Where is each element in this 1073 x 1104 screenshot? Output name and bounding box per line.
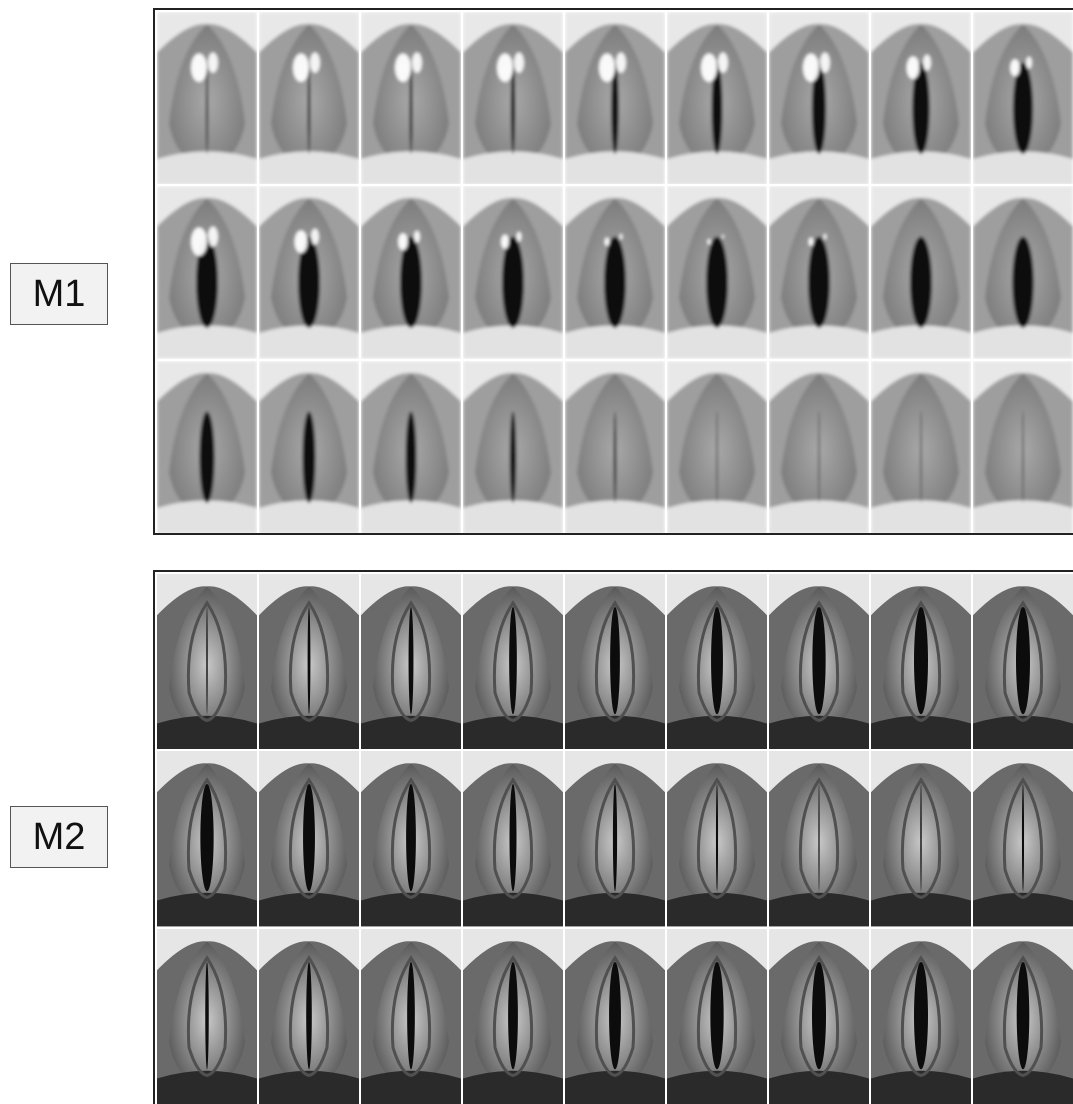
frame-m2-22: [463, 928, 563, 1104]
frame-m1-7: [769, 12, 869, 185]
frame-m1-4: [463, 12, 563, 185]
panel-m1-frames: [153, 8, 1073, 535]
frame-m1-26: [871, 360, 971, 533]
frame-grid-m2: [157, 574, 1073, 1104]
frame-m2-14: [565, 751, 665, 927]
frame-m1-25: [769, 360, 869, 533]
frame-m2-1: [157, 574, 257, 750]
frame-m1-27: [973, 360, 1073, 533]
frame-m2-2: [259, 574, 359, 750]
frame-m1-12: [361, 186, 461, 359]
frame-m1-9: [973, 12, 1073, 185]
frame-m2-5: [565, 574, 665, 750]
frame-m1-1: [157, 12, 257, 185]
frame-m2-21: [361, 928, 461, 1104]
frame-m2-15: [667, 751, 767, 927]
frame-m1-18: [973, 186, 1073, 359]
frame-m2-11: [259, 751, 359, 927]
frame-m2-17: [871, 751, 971, 927]
frame-m1-15: [667, 186, 767, 359]
frame-m1-22: [463, 360, 563, 533]
frame-m2-4: [463, 574, 563, 750]
frame-m2-27: [973, 928, 1073, 1104]
frame-grid-m1: [157, 12, 1073, 533]
frame-m2-26: [871, 928, 971, 1104]
frame-m1-8: [871, 12, 971, 185]
frame-m2-25: [769, 928, 869, 1104]
frame-m1-21: [361, 360, 461, 533]
label-m2: M2: [10, 806, 108, 868]
frame-m2-19: [157, 928, 257, 1104]
frame-m2-24: [667, 928, 767, 1104]
frame-m1-23: [565, 360, 665, 533]
frame-m2-18: [973, 751, 1073, 927]
frame-m1-13: [463, 186, 563, 359]
frame-m2-20: [259, 928, 359, 1104]
frame-m1-6: [667, 12, 767, 185]
frame-m1-20: [259, 360, 359, 533]
frame-m2-3: [361, 574, 461, 750]
panel-m2-frames: [153, 570, 1073, 1104]
frame-m1-5: [565, 12, 665, 185]
frame-m1-2: [259, 12, 359, 185]
frame-m1-3: [361, 12, 461, 185]
frame-m1-14: [565, 186, 665, 359]
frame-m2-10: [157, 751, 257, 927]
frame-m2-9: [973, 574, 1073, 750]
frame-m2-8: [871, 574, 971, 750]
frame-m1-10: [157, 186, 257, 359]
frame-m2-12: [361, 751, 461, 927]
frame-m1-16: [769, 186, 869, 359]
frame-m1-24: [667, 360, 767, 533]
frame-m2-16: [769, 751, 869, 927]
frame-m1-19: [157, 360, 257, 533]
frame-m2-13: [463, 751, 563, 927]
label-m1: M1: [10, 263, 108, 325]
frame-m1-11: [259, 186, 359, 359]
frame-m1-17: [871, 186, 971, 359]
frame-m2-7: [769, 574, 869, 750]
frame-m2-6: [667, 574, 767, 750]
frame-m2-23: [565, 928, 665, 1104]
